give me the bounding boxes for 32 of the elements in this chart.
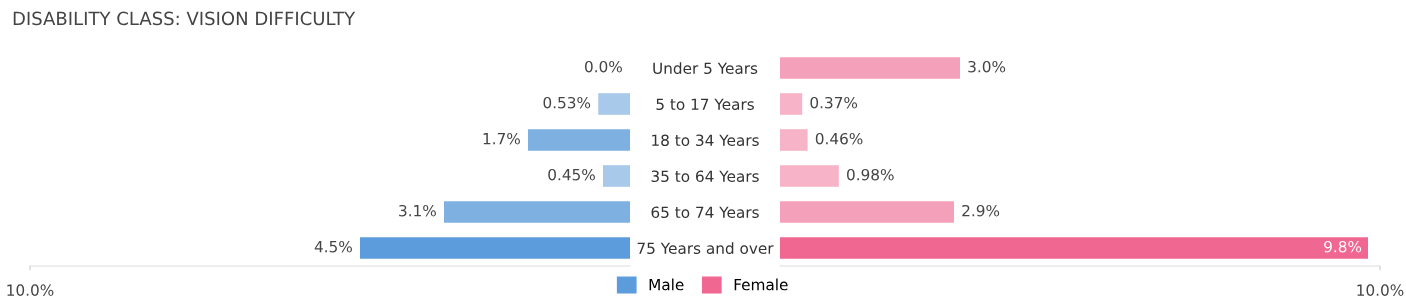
bar xyxy=(780,129,808,151)
bar xyxy=(780,165,839,187)
y-tick-label: 75 Years and over xyxy=(637,242,774,255)
data-label: 3.1% xyxy=(399,204,436,217)
y-tick-label: 65 to 74 Years xyxy=(651,206,759,219)
chart-title: DISABILITY CLASS: VISION DIFFICULTY xyxy=(13,11,356,26)
bar xyxy=(780,201,954,223)
y-tick-label: 18 to 34 Years xyxy=(652,134,759,147)
bar xyxy=(528,129,630,151)
data-label: 2.9% xyxy=(962,204,1000,217)
bar xyxy=(780,57,960,79)
data-label: 0.37% xyxy=(810,96,858,109)
bar xyxy=(444,201,630,223)
y-tick-label: 35 to 64 Years xyxy=(651,170,759,183)
y-tick-label: 5 to 17 Years xyxy=(656,98,754,111)
data-label: 4.5% xyxy=(314,240,352,253)
bar xyxy=(780,93,803,115)
y-tick-label: Under 5 Years xyxy=(653,62,758,75)
bar xyxy=(598,93,630,115)
data-label: 0.53% xyxy=(543,96,591,109)
legend-label: Female xyxy=(734,278,788,291)
data-label: 0.46% xyxy=(815,132,863,145)
data-label: 1.7% xyxy=(483,132,520,145)
legend-label: Male xyxy=(649,278,684,291)
x-tick-label: 10.0% xyxy=(7,284,54,296)
data-label: 0.45% xyxy=(548,168,595,181)
data-label: 3.0% xyxy=(968,60,1006,73)
data-label: 0.98% xyxy=(847,168,894,181)
x-tick-label: 10.0% xyxy=(1357,284,1404,296)
bar xyxy=(603,165,630,187)
data-label: 9.8% xyxy=(1324,240,1362,253)
data-label: 0.0% xyxy=(584,60,622,73)
